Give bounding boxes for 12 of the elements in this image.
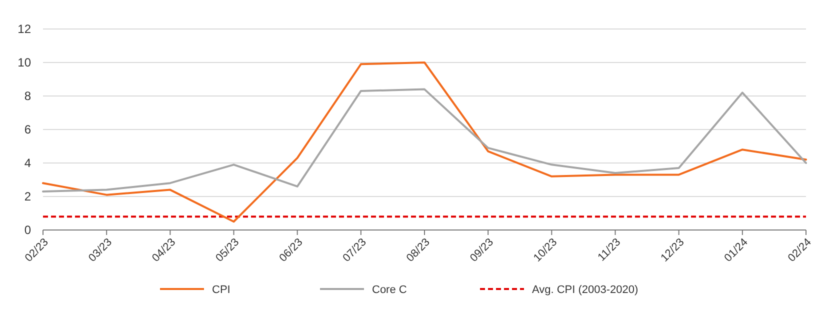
y-tick-label: 6 [24, 122, 32, 137]
legend-label: Core C [372, 284, 407, 296]
y-tick-label: 8 [24, 89, 32, 104]
y-tick-label: 10 [18, 56, 32, 70]
y-tick-label: 4 [24, 156, 32, 170]
y-tick-label: 0 [24, 223, 32, 238]
legend-label: Avg. CPI (2003-2020) [532, 284, 638, 296]
y-tick-label: 2 [24, 190, 32, 204]
legend-label: CPI [212, 284, 230, 296]
line-series [42, 62, 807, 223]
line-series [42, 88, 807, 192]
y-tick-label: 12 [18, 22, 32, 36]
